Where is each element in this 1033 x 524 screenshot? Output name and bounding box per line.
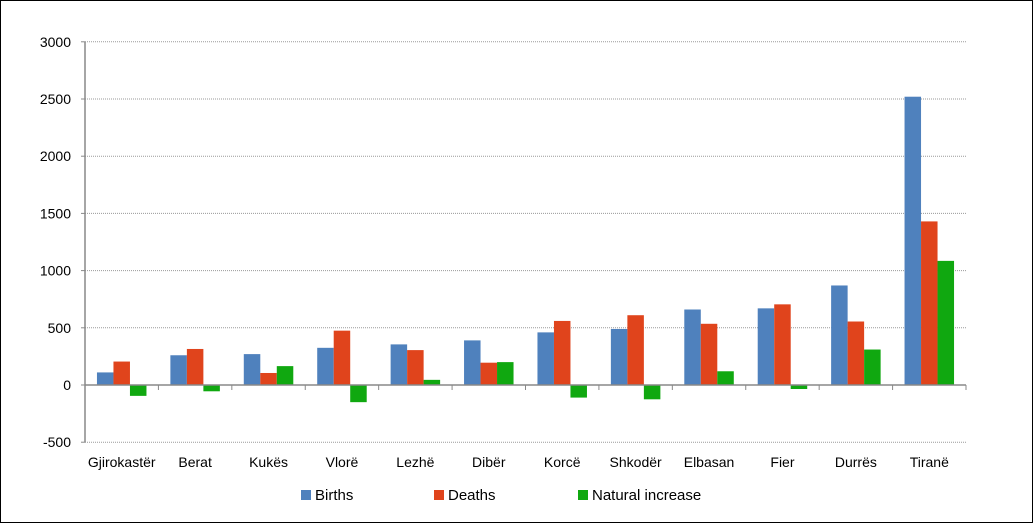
bar-deaths [700, 323, 718, 385]
bar-deaths [113, 361, 130, 385]
bar-births [831, 285, 848, 385]
x-category-label: Dibër [472, 454, 506, 470]
legend-swatch [578, 490, 588, 500]
bar-deaths [333, 330, 351, 385]
x-category-label: Vlorë [326, 454, 359, 470]
bar-deaths [260, 372, 277, 385]
legend-swatch [301, 490, 311, 500]
bar-natural-increase [570, 385, 587, 398]
bar-births [170, 355, 187, 385]
bar-deaths [186, 348, 204, 385]
bar-births [317, 347, 334, 385]
x-category-label: Gjirokastër [88, 454, 156, 470]
bar-deaths [847, 321, 865, 385]
y-tick-label: 2000 [40, 148, 71, 164]
y-tick-label: 1500 [40, 205, 71, 221]
legend-label: Births [315, 487, 353, 504]
bar-births [464, 340, 481, 385]
bar-natural-increase [276, 366, 294, 385]
bar-natural-increase [203, 385, 220, 392]
bar-natural-increase [864, 349, 881, 385]
bar-births [243, 354, 261, 385]
x-category-label: Berat [178, 454, 212, 470]
x-category-label: Shkodër [610, 454, 662, 470]
bar-deaths [774, 304, 791, 385]
bar-births [610, 328, 628, 385]
bar-natural-increase [937, 260, 955, 385]
x-category-label: Elbasan [684, 454, 735, 470]
bar-deaths [553, 320, 571, 385]
y-tick-label: 3000 [40, 34, 71, 50]
x-category-label: Tiranë [910, 454, 949, 470]
bar-births [96, 372, 114, 385]
x-axis: Gjirokastër Berat Kukës Vlorë Lezhë Dibër Korc… [84, 384, 967, 470]
x-category-label: Kukës [249, 454, 288, 470]
bar-births [904, 96, 922, 385]
legend-label: Natural increase [592, 487, 701, 504]
y-tick-label: 0 [63, 377, 71, 393]
bar-births [390, 344, 408, 385]
bar-births [537, 332, 554, 385]
bar-natural-increase [643, 385, 661, 400]
y-tick-label: 2500 [40, 91, 71, 107]
bar-natural-increase [129, 385, 147, 396]
x-category-label: Fier [770, 454, 794, 470]
bars [96, 96, 955, 403]
bar-deaths [480, 362, 498, 385]
bar-natural-increase [350, 385, 367, 403]
bar-deaths [921, 221, 938, 385]
bar-births [757, 308, 775, 385]
y-tick-label: -500 [43, 434, 71, 450]
bar-natural-increase [497, 362, 514, 385]
y-tick-label: 500 [48, 320, 72, 336]
gridlines [85, 41, 966, 443]
bar-natural-increase [790, 385, 808, 390]
y-tick-label: 1000 [40, 263, 71, 279]
bar-deaths [627, 315, 644, 385]
bar-births [684, 309, 701, 385]
x-category-label: Korcë [544, 454, 581, 470]
legend-label: Deaths [448, 487, 496, 504]
x-category-label: Lezhë [396, 454, 434, 470]
legend-swatch [434, 490, 444, 500]
bar-natural-increase [423, 379, 441, 385]
bar-deaths [407, 350, 424, 385]
x-category-label: Durrës [835, 454, 877, 470]
legend: Births Deaths Natural increase [301, 487, 701, 504]
bar-natural-increase [717, 371, 734, 385]
y-axis: -500 0 500 1000 1500 2000 2500 3000 [40, 34, 86, 450]
